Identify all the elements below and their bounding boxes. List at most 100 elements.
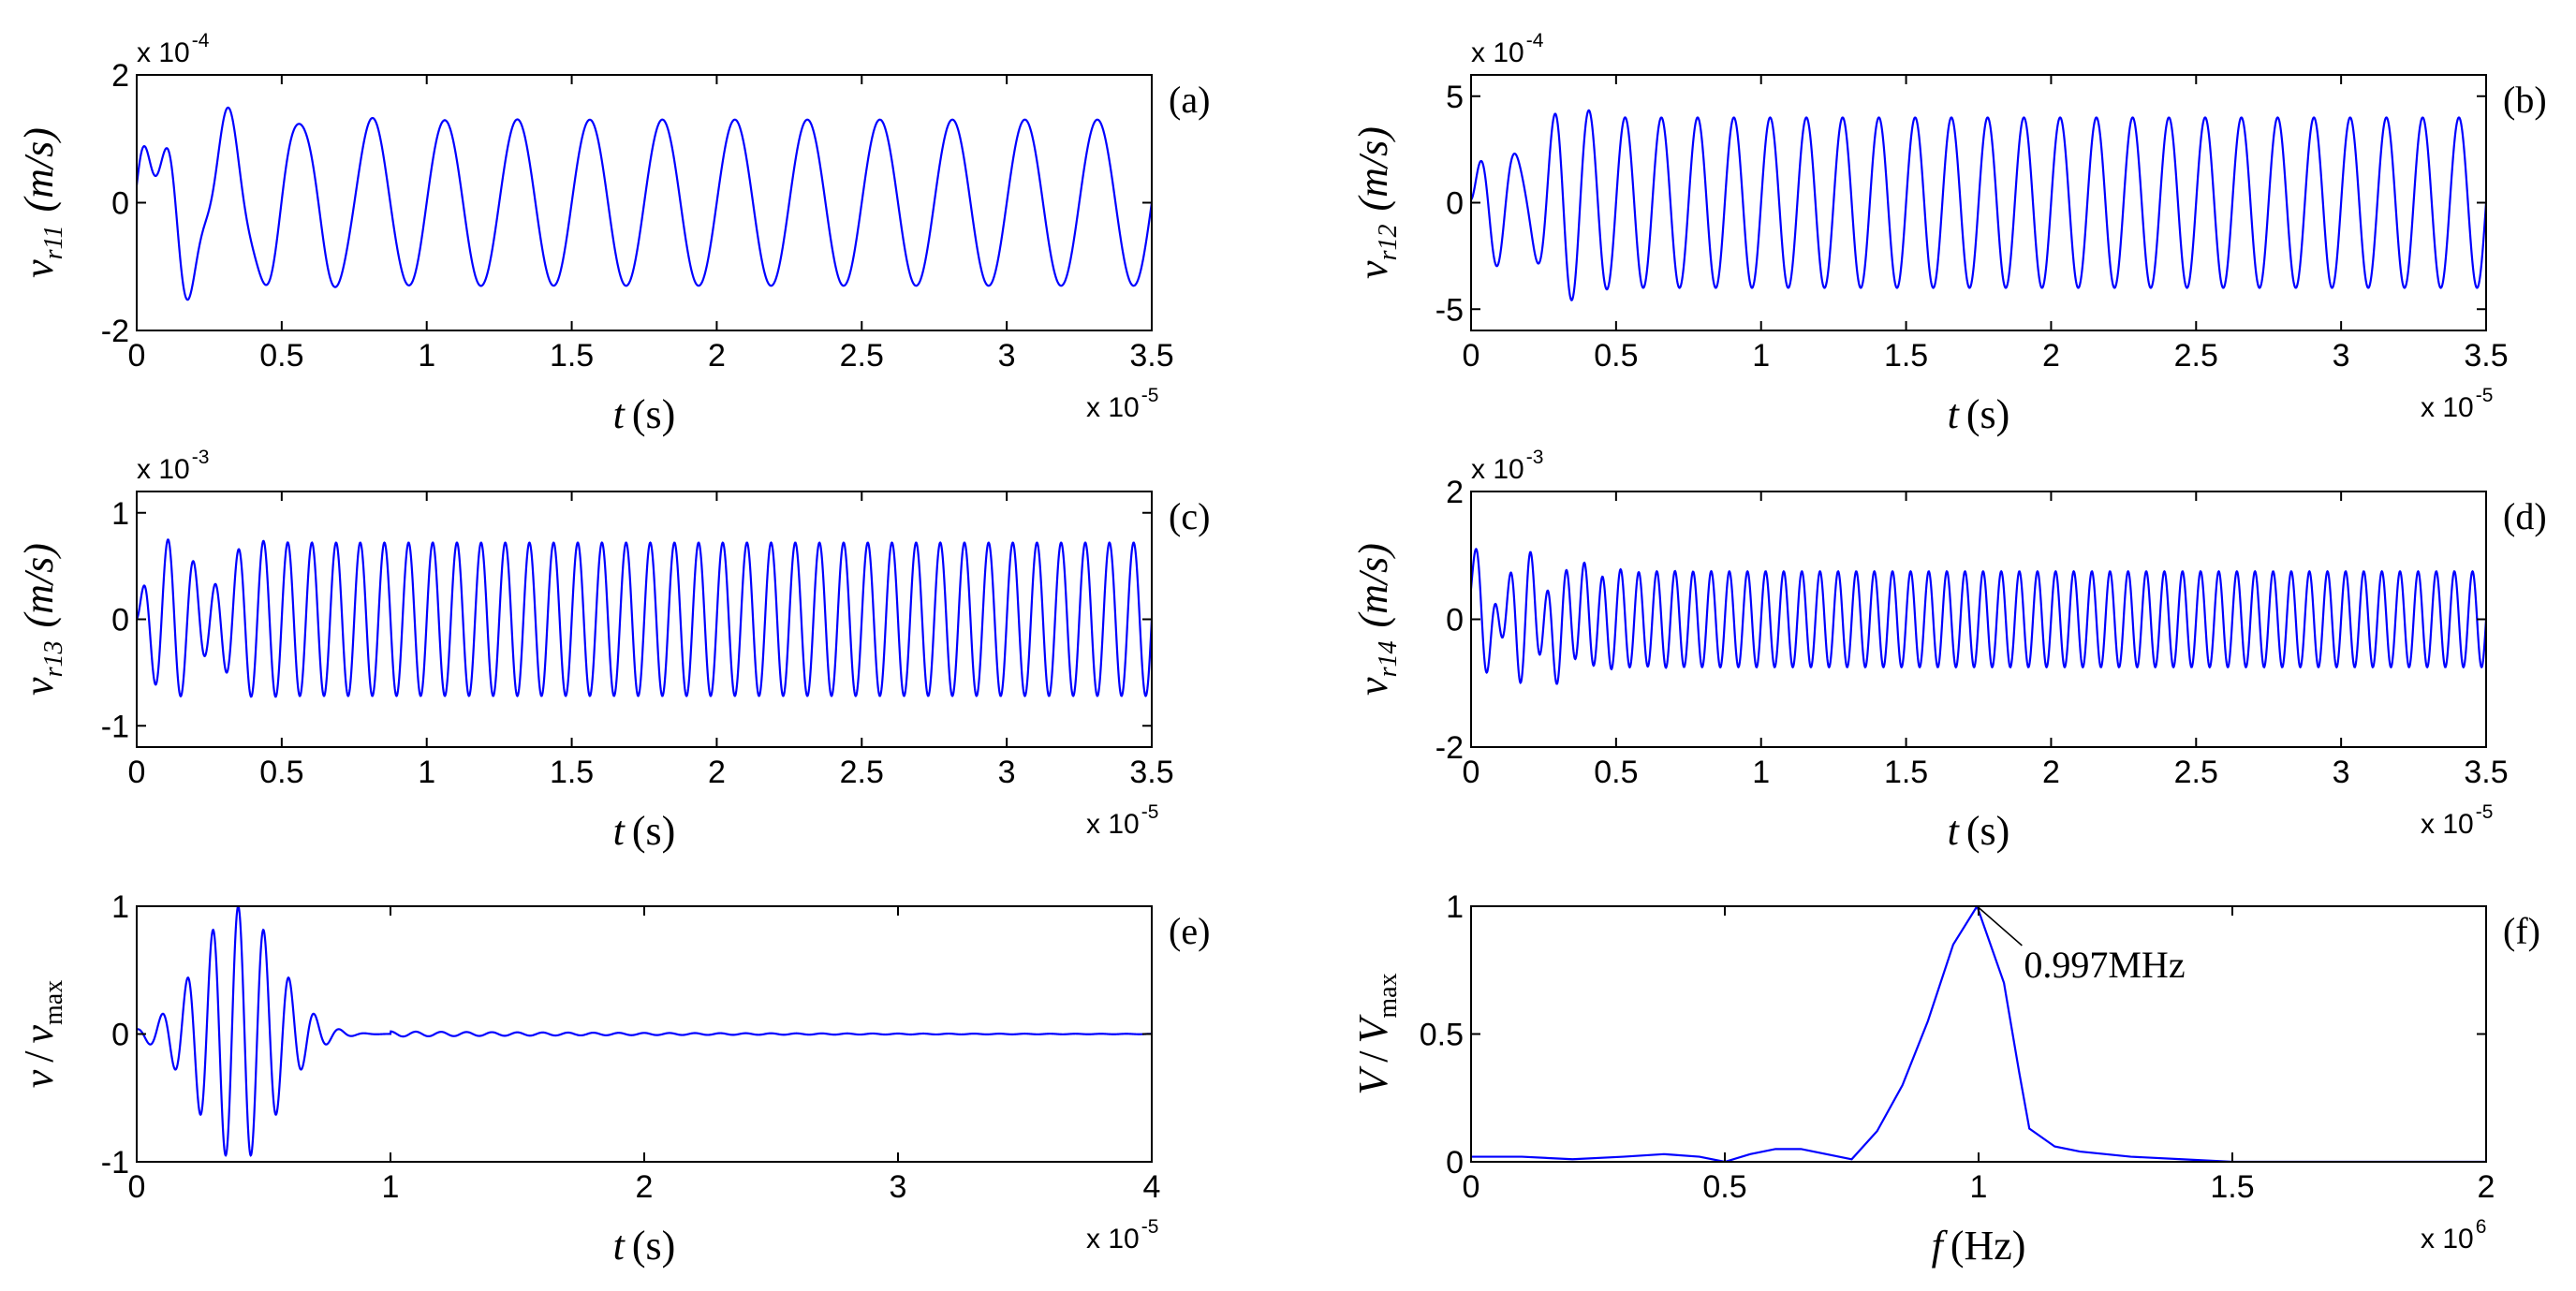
x-multiplier: x 10-5	[1086, 385, 1158, 423]
x-axis-label: t (s)	[613, 391, 676, 437]
x-tick-label: 2.5	[2174, 338, 2218, 374]
x-tick-label: 3	[998, 338, 1016, 374]
x-tick-label: 1	[1970, 1169, 1988, 1205]
x-multiplier: x 10-5	[2421, 385, 2493, 423]
y-tick-label: 1	[111, 889, 129, 925]
x-tick-label: 0	[1463, 338, 1480, 374]
x-tick-label: 1	[1752, 755, 1770, 790]
y-axis-label: V/Vmax	[1350, 973, 1403, 1094]
y-multiplier: x 10-3	[137, 447, 209, 485]
y-tick-label: 2	[111, 58, 129, 94]
x-tick-label: 2.5	[2174, 755, 2218, 790]
panel-label: (d)	[2503, 495, 2547, 537]
x-tick-label: 0.5	[259, 338, 303, 374]
y-tick-label: -2	[1435, 730, 1464, 766]
x-tick-label: 2.5	[840, 338, 884, 374]
y-tick-label: 0	[111, 186, 129, 222]
panel-label: (c)	[1169, 495, 1210, 537]
x-tick-label: 3	[2333, 338, 2350, 374]
x-tick-label: 1	[418, 755, 435, 790]
x-tick-label: 0.5	[1594, 755, 1638, 790]
y-tick-label: -2	[101, 314, 129, 349]
panel-label: (f)	[2503, 910, 2540, 952]
x-tick-label: 2	[2478, 1169, 2495, 1205]
x-tick-label: 3.5	[2464, 338, 2508, 374]
x-tick-label: 1.5	[550, 755, 594, 790]
y-tick-label: 2	[1446, 475, 1464, 510]
panel-c: 0 0.5 1 1.5 2 2.5 3 3.5 -1 0 1 x 10-5 x 10-3 t (s) vr13…	[16, 447, 1210, 854]
x-tick-label: 4	[1143, 1169, 1161, 1205]
panel-f: 0 0.5 1 1.5 2 0 0.5 1 x 106 f (Hz) V/Vmax (f) 0.997MH…	[1350, 889, 2540, 1269]
x-tick-label: 0.5	[1594, 338, 1638, 374]
series-line	[1471, 109, 2486, 301]
y-tick-label: 0.5	[1420, 1018, 1464, 1053]
peak-annotation: 0.997MHz	[2024, 944, 2185, 986]
x-axis-label: t (s)	[613, 808, 676, 854]
panel-label: (e)	[1169, 910, 1210, 952]
y-multiplier: x 10-3	[1471, 447, 1543, 485]
x-tick-label: 1.5	[1884, 755, 1928, 790]
x-tick-label: 0	[1463, 1169, 1480, 1205]
x-tick-label: 2.5	[840, 755, 884, 790]
y-tick-label: 0	[1446, 1145, 1464, 1181]
x-multiplier: x 10-5	[1086, 801, 1158, 840]
x-tick-label: 1	[382, 1169, 400, 1205]
x-tick-label: 1.5	[1884, 338, 1928, 374]
y-tick-label: 0	[111, 603, 129, 638]
y-axis-label: vr12(m/s)	[1350, 126, 1403, 279]
x-axis-label: t (s)	[613, 1223, 676, 1269]
series-line	[137, 906, 1152, 1157]
y-multiplier: x 10-4	[137, 30, 210, 68]
x-tick-label: 1	[1752, 338, 1770, 374]
x-tick-label: 0.5	[259, 755, 303, 790]
x-tick-label: 0	[128, 755, 146, 790]
x-tick-label: 3	[2333, 755, 2350, 790]
series-line	[1471, 906, 2486, 1162]
y-axis-label: vr13(m/s)	[16, 543, 68, 696]
x-tick-label: 0	[128, 338, 146, 374]
axes-frame	[1470, 905, 2487, 1163]
y-tick-label: 1	[111, 496, 129, 532]
x-tick-label: 2	[708, 338, 726, 374]
x-tick-label: 1	[418, 338, 435, 374]
y-tick-label: 0	[1446, 603, 1464, 638]
y-tick-label: 0	[111, 1018, 129, 1053]
x-tick-label: 3	[998, 755, 1016, 790]
y-multiplier: x 10-4	[1471, 30, 1544, 68]
x-multiplier: x 10-5	[2421, 801, 2493, 840]
series-line	[1471, 548, 2486, 685]
y-tick-label: -1	[101, 1145, 129, 1181]
panel-label: (b)	[2503, 79, 2547, 121]
x-tick-label: 2	[2042, 338, 2060, 374]
x-axis-label: f (Hz)	[1932, 1223, 2026, 1269]
series-line	[137, 538, 1152, 698]
x-tick-label: 2	[636, 1169, 654, 1205]
y-tick-label: -1	[101, 709, 129, 744]
x-tick-label: 3.5	[1129, 755, 1173, 790]
y-axis-label: vr11(m/s)	[16, 127, 68, 278]
y-tick-label: 5	[1446, 80, 1464, 115]
x-multiplier: x 106	[2421, 1216, 2486, 1254]
x-tick-label: 0	[1463, 755, 1480, 790]
x-tick-label: 3	[890, 1169, 907, 1205]
y-axis-label: v/vmax	[16, 980, 68, 1089]
x-tick-label: 2	[2042, 755, 2060, 790]
x-tick-label: 3.5	[1129, 338, 1173, 374]
y-axis-label: vr14(m/s)	[1350, 543, 1403, 696]
x-tick-label: 0.5	[1702, 1169, 1746, 1205]
x-multiplier: x 10-5	[1086, 1216, 1158, 1254]
series-line	[137, 106, 1152, 301]
x-tick-label: 3.5	[2464, 755, 2508, 790]
x-tick-label: 2	[708, 755, 726, 790]
x-axis-label: t (s)	[1948, 808, 2010, 854]
x-axis-label: t (s)	[1948, 391, 2010, 437]
x-tick-label: 0	[128, 1169, 146, 1205]
y-tick-label: 0	[1446, 186, 1464, 222]
y-tick-label: -5	[1435, 292, 1464, 328]
panel-b: 0 0.5 1 1.5 2 2.5 3 3.5 -5 0 5 x 10-5 x 10-4 t (s) vr12…	[1350, 30, 2547, 437]
x-tick-label: 1.5	[2210, 1169, 2254, 1205]
